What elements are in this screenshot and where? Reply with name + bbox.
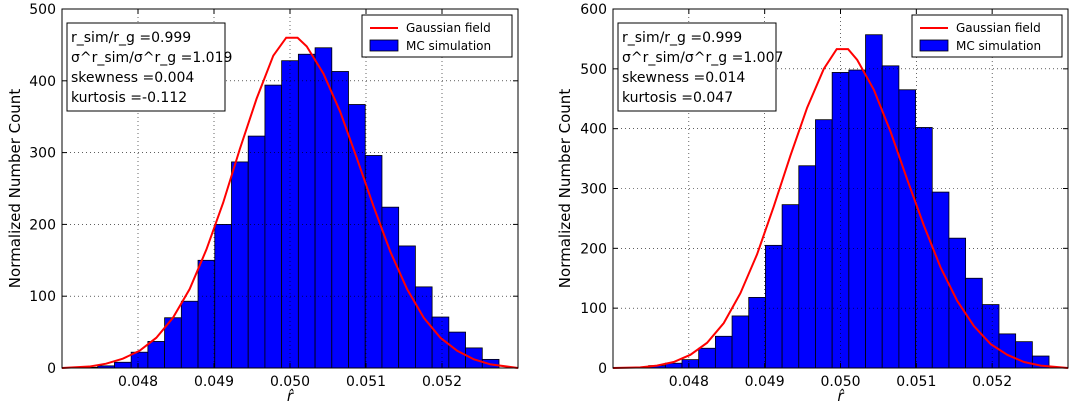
histogram-bar — [147, 341, 166, 369]
stat-sigma-ratio: σ^r_sim/σ^r_g =1.007 — [622, 50, 783, 66]
histogram-bar — [848, 69, 866, 369]
y-tick-label: 300 — [29, 146, 56, 162]
stat-skewness: skewness =0.004 — [71, 70, 194, 86]
histogram-bar — [180, 300, 199, 369]
y-tick-label: 400 — [580, 122, 607, 138]
histogram-bar — [197, 259, 216, 369]
legend-bar-swatch — [369, 39, 399, 52]
legend-label-gaussian: Gaussian field — [956, 21, 1041, 35]
histogram-bar — [831, 72, 850, 369]
histogram-bar — [765, 244, 783, 369]
stat-r-ratio: r_sim/r_g =0.999 — [622, 30, 742, 46]
x-tick-label: 0.050 — [820, 374, 860, 390]
x-tick-label: 0.051 — [346, 374, 386, 390]
legend-bar-swatch — [919, 39, 949, 52]
chart-right: 0.048 0.049 0.050 0.051 0.052 0 100 200 300 400 50… — [556, 2, 1069, 403]
y-tick-label: 0 — [598, 361, 607, 377]
histogram-bar — [798, 165, 816, 369]
histogram-bar — [314, 47, 333, 369]
histogram-bar — [381, 206, 400, 369]
histogram-bar — [781, 204, 800, 369]
histogram-bar — [915, 127, 933, 369]
histogram-bar — [881, 65, 900, 369]
y-tick-label: 100 — [580, 301, 607, 317]
x-tick-label: 0.049 — [745, 374, 785, 390]
y-tick-label: 400 — [29, 74, 56, 90]
y-tick-label: 200 — [580, 241, 607, 257]
gaussian-field-line — [612, 48, 1069, 369]
histogram-bar — [414, 286, 433, 369]
x-tick-label: 0.048 — [669, 374, 709, 390]
chart-left: 0.048 0.049 0.050 0.051 0.052 0 100 200 300 400 50… — [6, 2, 519, 403]
histogram-bar — [898, 89, 916, 369]
legend-label-gaussian: Gaussian field — [406, 21, 491, 35]
y-tick-label: 200 — [29, 217, 56, 233]
x-tick-label: 0.050 — [270, 374, 310, 390]
histogram-bar — [981, 304, 1000, 369]
y-axis-label: Normalized Number Count — [6, 89, 24, 289]
stat-kurtosis: kurtosis =-0.112 — [71, 90, 187, 106]
histogram-bar — [214, 223, 232, 369]
stat-skewness: skewness =0.014 — [622, 70, 745, 86]
y-tick-label: 500 — [580, 62, 607, 78]
x-tick-label: 0.048 — [118, 374, 158, 390]
histogram-bar — [948, 237, 967, 369]
histogram-bar — [264, 84, 283, 369]
histogram-bar — [331, 71, 349, 369]
y-tick-label: 500 — [29, 2, 56, 18]
y-tick-label: 0 — [47, 361, 56, 377]
histogram-bar — [714, 335, 733, 369]
histogram-bar — [231, 161, 249, 369]
x-tick-label: 0.052 — [422, 374, 462, 390]
legend-box — [911, 14, 1063, 58]
gaussian-field-line — [61, 36, 519, 369]
histogram-bar — [865, 34, 883, 369]
histogram-bar — [114, 361, 132, 369]
x-axis-label: r̂ — [837, 387, 845, 403]
stat-r-ratio: r_sim/r_g =0.999 — [71, 30, 191, 46]
histogram-bar — [398, 245, 416, 369]
y-tick-label: 100 — [29, 289, 56, 305]
x-tick-label: 0.052 — [972, 374, 1012, 390]
histogram-bar — [681, 359, 700, 369]
y-tick-label: 600 — [580, 2, 607, 18]
legend-label-mc: MC simulation — [956, 39, 1041, 53]
y-axis-label: Normalized Number Count — [556, 89, 574, 289]
histogram-bar — [965, 277, 983, 369]
x-tick-label: 0.051 — [896, 374, 936, 390]
stat-kurtosis: kurtosis =0.047 — [622, 90, 733, 106]
x-tick-label: 0.049 — [194, 374, 234, 390]
x-axis-label: r̂ — [287, 387, 295, 403]
histogram-bar — [731, 315, 750, 369]
stat-sigma-ratio: σ^r_sim/σ^r_g =1.019 — [71, 50, 232, 66]
histogram-bar — [297, 53, 316, 369]
legend-label-mc: MC simulation — [406, 39, 491, 53]
y-tick-label: 300 — [580, 182, 607, 198]
stats-box — [617, 22, 777, 112]
histogram-bar — [698, 347, 716, 369]
histogram-bar — [465, 347, 483, 369]
histogram-bar — [815, 119, 833, 369]
stats-box — [66, 22, 226, 112]
histogram-bar — [247, 135, 266, 369]
